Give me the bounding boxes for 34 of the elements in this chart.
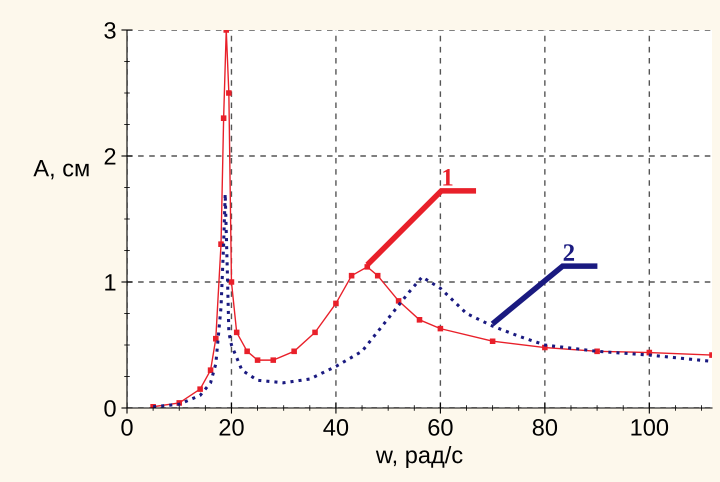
point — [197, 386, 203, 392]
x-axis-title: w, рад/с — [376, 446, 463, 468]
y-tick-label: 3 — [104, 22, 116, 39]
point — [438, 326, 444, 332]
point — [228, 279, 234, 285]
x-tick-label: 80 — [532, 419, 558, 436]
x-tick-label: 20 — [220, 419, 244, 436]
x-tick-label: 40 — [323, 419, 348, 436]
text: 1 — [443, 169, 452, 186]
point — [416, 317, 422, 323]
point — [213, 336, 219, 342]
point — [208, 367, 214, 373]
y-tick-label: 0 — [104, 400, 116, 417]
point — [291, 348, 297, 354]
y-tick-label: 2 — [104, 148, 116, 165]
x-tick-label: 0 — [121, 419, 133, 436]
point — [594, 348, 600, 354]
point — [312, 330, 318, 336]
point — [270, 357, 276, 363]
point — [348, 272, 354, 278]
point — [254, 357, 260, 363]
text: 2 — [564, 244, 574, 261]
point — [333, 300, 339, 306]
y-tick-label: 1 — [105, 274, 116, 291]
point — [244, 348, 250, 354]
point — [396, 298, 402, 304]
point — [226, 90, 232, 96]
x-tick-label: 60 — [428, 419, 453, 436]
x-tick-label: 100 — [631, 419, 668, 436]
point — [220, 115, 226, 121]
point — [374, 272, 380, 278]
point — [490, 338, 496, 344]
y-axis-title: A, см — [33, 160, 89, 180]
point — [234, 330, 240, 336]
